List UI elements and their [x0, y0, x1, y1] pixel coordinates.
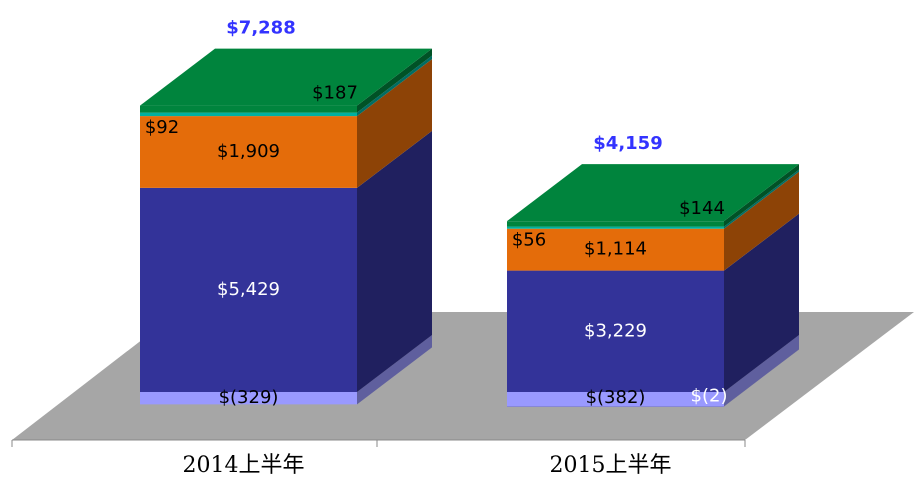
data-label: $3,229: [584, 320, 647, 341]
bar-side: [724, 335, 799, 407]
bar-side: [357, 55, 432, 117]
bar-top: [140, 48, 432, 106]
data-label: $56: [512, 230, 546, 251]
bar-segment: [507, 270, 724, 392]
bar-segment: [507, 228, 724, 271]
x-tick-label: 2015上半年: [550, 453, 672, 478]
bar-segment: [140, 112, 357, 117]
bar-top: [507, 164, 799, 222]
data-label: $187: [312, 83, 358, 104]
bar-side: [357, 59, 432, 188]
data-label: $92: [145, 117, 179, 138]
total-label: $7,288: [226, 18, 295, 39]
data-label: $(382): [586, 387, 646, 408]
data-label: $1,114: [584, 239, 647, 260]
bar-side: [357, 130, 432, 392]
bar-segment: [140, 392, 357, 405]
bar-segment: [507, 392, 724, 407]
x-tick-label: 2014上半年: [183, 453, 305, 478]
data-label: $5,429: [217, 279, 280, 300]
bar-side: [724, 169, 799, 229]
bar-side: [724, 349, 799, 407]
bar-segment: [140, 105, 357, 113]
bar-side: [724, 171, 799, 271]
data-label: $1,909: [217, 141, 280, 162]
bar-segment: [507, 406, 724, 407]
data-label: $144: [679, 198, 725, 219]
data-label: $(2): [691, 385, 728, 406]
bar-side: [724, 164, 799, 227]
bar-segment: [507, 226, 724, 229]
bar-side: [357, 335, 432, 405]
total-label: $4,159: [593, 133, 662, 154]
data-label: $(329): [219, 387, 279, 408]
bar-side: [357, 48, 432, 113]
bar-segment: [507, 221, 724, 227]
bar-side: [724, 213, 799, 392]
bar-segment: [140, 187, 357, 392]
bar-segment: [140, 116, 357, 188]
